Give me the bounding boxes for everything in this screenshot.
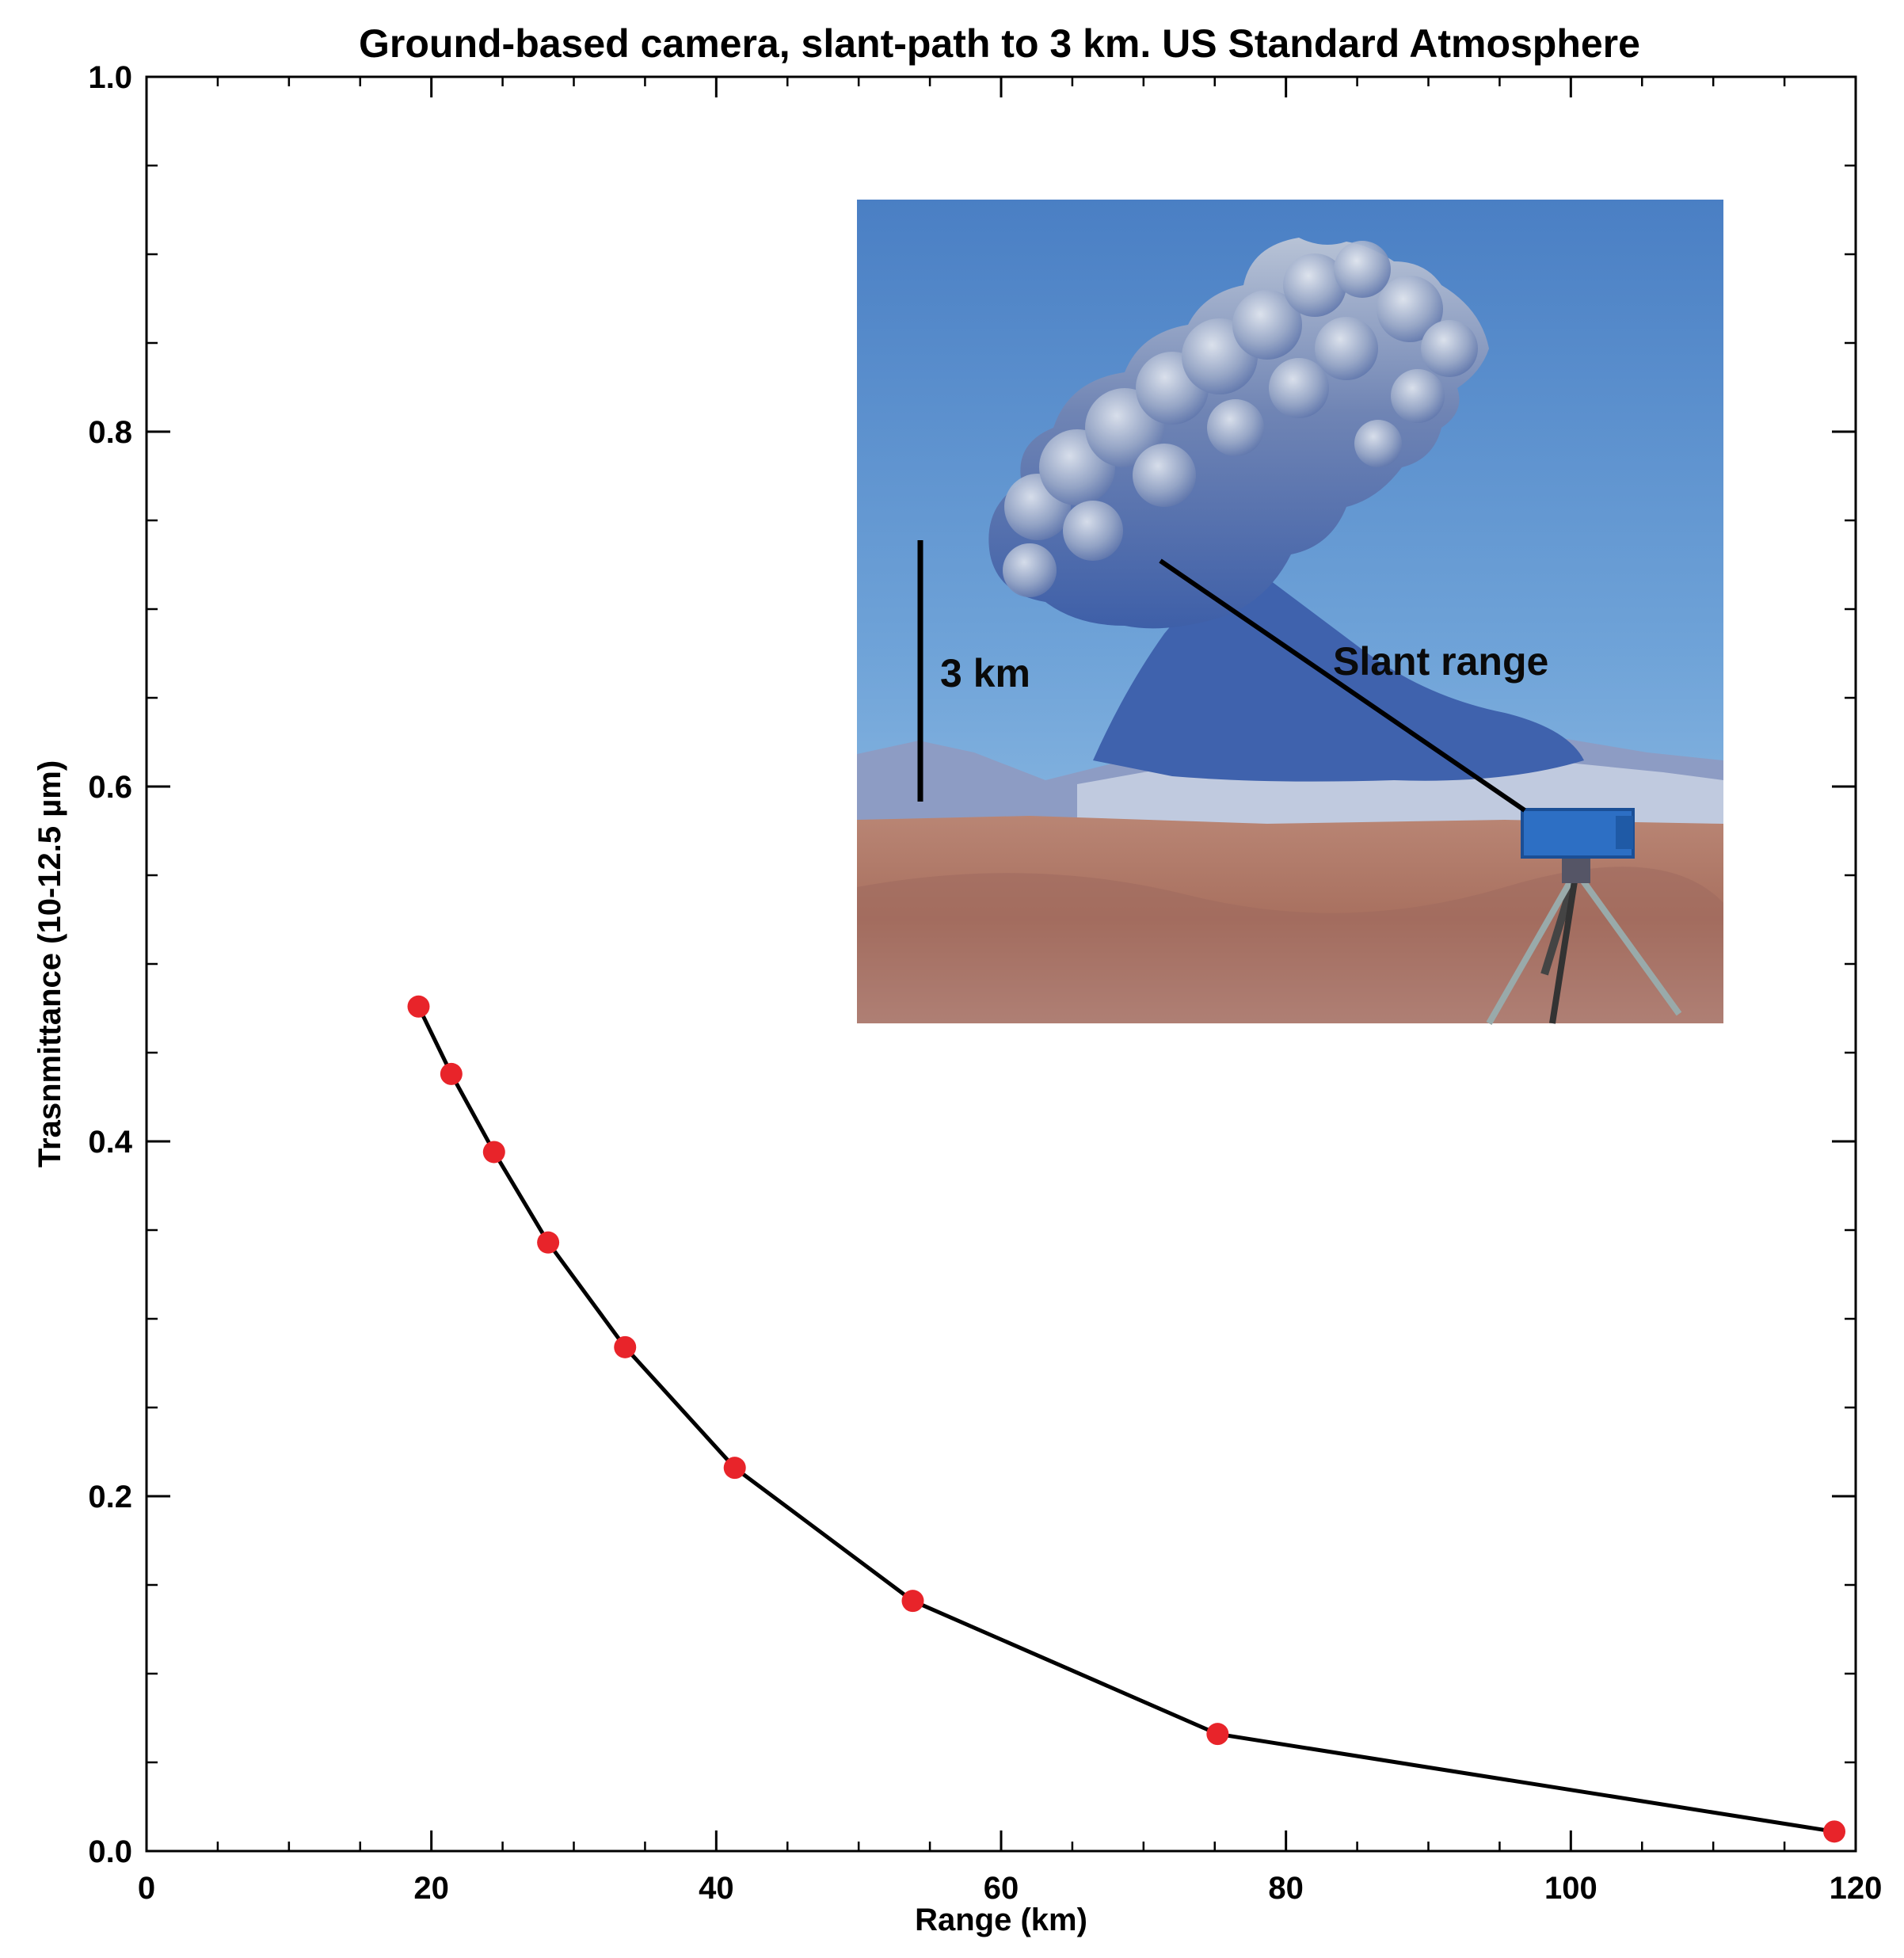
tick-labels: 0 20 40 60 80 100 120 0.0 0.2 0.4 0.6 0.8 1.0 (88, 60, 1882, 1906)
y-tick-label: 0.2 (88, 1480, 132, 1514)
y-axis-label: Trasnmittance (10-12.5 µm) (32, 760, 67, 1168)
data-point (901, 1590, 924, 1613)
data-point (614, 1335, 637, 1358)
x-tick-label: 60 (984, 1871, 1019, 1906)
camera-icon (1486, 808, 1682, 1025)
inset-scale-label: 3 km (940, 651, 1030, 695)
minor-ticks (147, 77, 1856, 1851)
x-tick-label: 120 (1830, 1871, 1883, 1906)
y-tick-label: 1.0 (88, 60, 132, 95)
series (407, 995, 1846, 1843)
x-tick-label: 20 (413, 1871, 449, 1906)
inset-ground-shade (857, 867, 1723, 1023)
series-line (417, 1005, 1835, 1834)
data-point (407, 995, 430, 1018)
x-tick-label: 100 (1544, 1871, 1597, 1906)
data-point (1823, 1820, 1846, 1843)
x-tick-label: 80 (1268, 1871, 1304, 1906)
inset-slant-label: Slant range (1333, 639, 1548, 684)
data-point (1206, 1723, 1229, 1746)
y-tick-label: 0.6 (88, 770, 132, 805)
inset-photo: 3 km Slant range (857, 200, 1723, 1025)
x-tick-label: 0 (138, 1871, 155, 1906)
data-point (440, 1062, 463, 1085)
x-axis-label: Range (km) (915, 1903, 1087, 1937)
chart-title: Ground-based camera, slant-path to 3 km.… (359, 21, 1640, 66)
inset-plume-puffs (1003, 241, 1478, 597)
y-tick-label: 0.0 (88, 1834, 132, 1869)
major-ticks (145, 75, 1857, 1853)
x-tick-label: 40 (699, 1871, 734, 1906)
data-point (482, 1141, 505, 1164)
data-point (723, 1457, 746, 1480)
data-point (537, 1231, 560, 1254)
inset-slant-line (1159, 558, 1526, 813)
y-tick-label: 0.8 (88, 415, 132, 450)
y-tick-label: 0.4 (88, 1125, 132, 1160)
